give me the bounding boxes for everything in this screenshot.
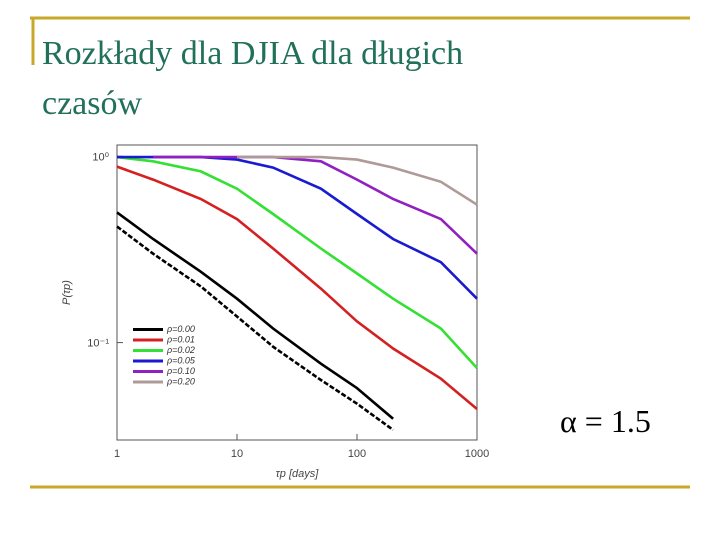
series-line [116,155,478,369]
title-line: czasów [42,85,143,122]
legend-label: ρ=0.10 [166,366,195,376]
legend-label: ρ=0.01 [166,334,195,344]
x-tick-label: 100 [348,448,366,460]
series-line [237,155,478,206]
y-tick-label: 10⁻¹ [87,338,109,350]
legend-label: ρ=0.00 [166,324,195,334]
legend-label: ρ=0.02 [166,345,195,355]
slide-title: Rozkłady dla DJIA dla długich czasów [42,35,472,122]
x-tick-label: 10 [231,448,243,460]
x-tick-label: 1 [114,448,120,460]
y-tick-label: 10⁰ [92,151,109,163]
series-line [116,225,394,431]
series-line [117,155,478,300]
title-line: Rozkłady dla DJIA dla długich [42,35,463,72]
legend-label: ρ=0.05 [166,355,196,365]
formula: α = 1.5 [560,403,651,439]
series-line [116,165,478,410]
series-line [153,155,478,255]
y-axis-label: P(τp) [61,280,73,305]
x-axis-label: τp [days] [276,468,320,480]
legend-label: ρ=0.20 [166,376,195,386]
series-line [116,211,394,420]
x-tick-label: 1000 [465,448,489,460]
plot-frame [116,144,478,441]
